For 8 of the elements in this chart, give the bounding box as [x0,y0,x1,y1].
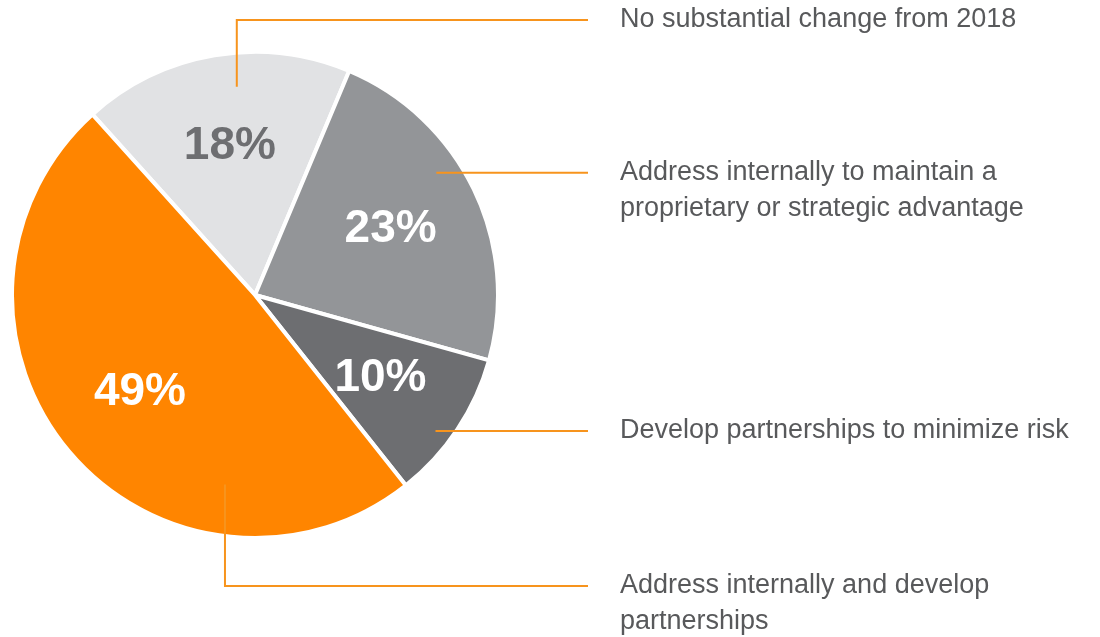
slice-label: Develop partnerships to minimize risk [620,414,1070,445]
data-label: 10% [334,349,427,402]
slice-label: No substantial change from 2018 [620,3,1017,34]
data-label: 23% [344,200,437,253]
slice-label: Address internally to maintain a proprietary or strategic advantage [620,156,1024,223]
data-label: 49% [93,362,186,415]
slice-label: Address internally and develop partnerships [620,569,990,636]
data-label: 18% [183,117,276,170]
